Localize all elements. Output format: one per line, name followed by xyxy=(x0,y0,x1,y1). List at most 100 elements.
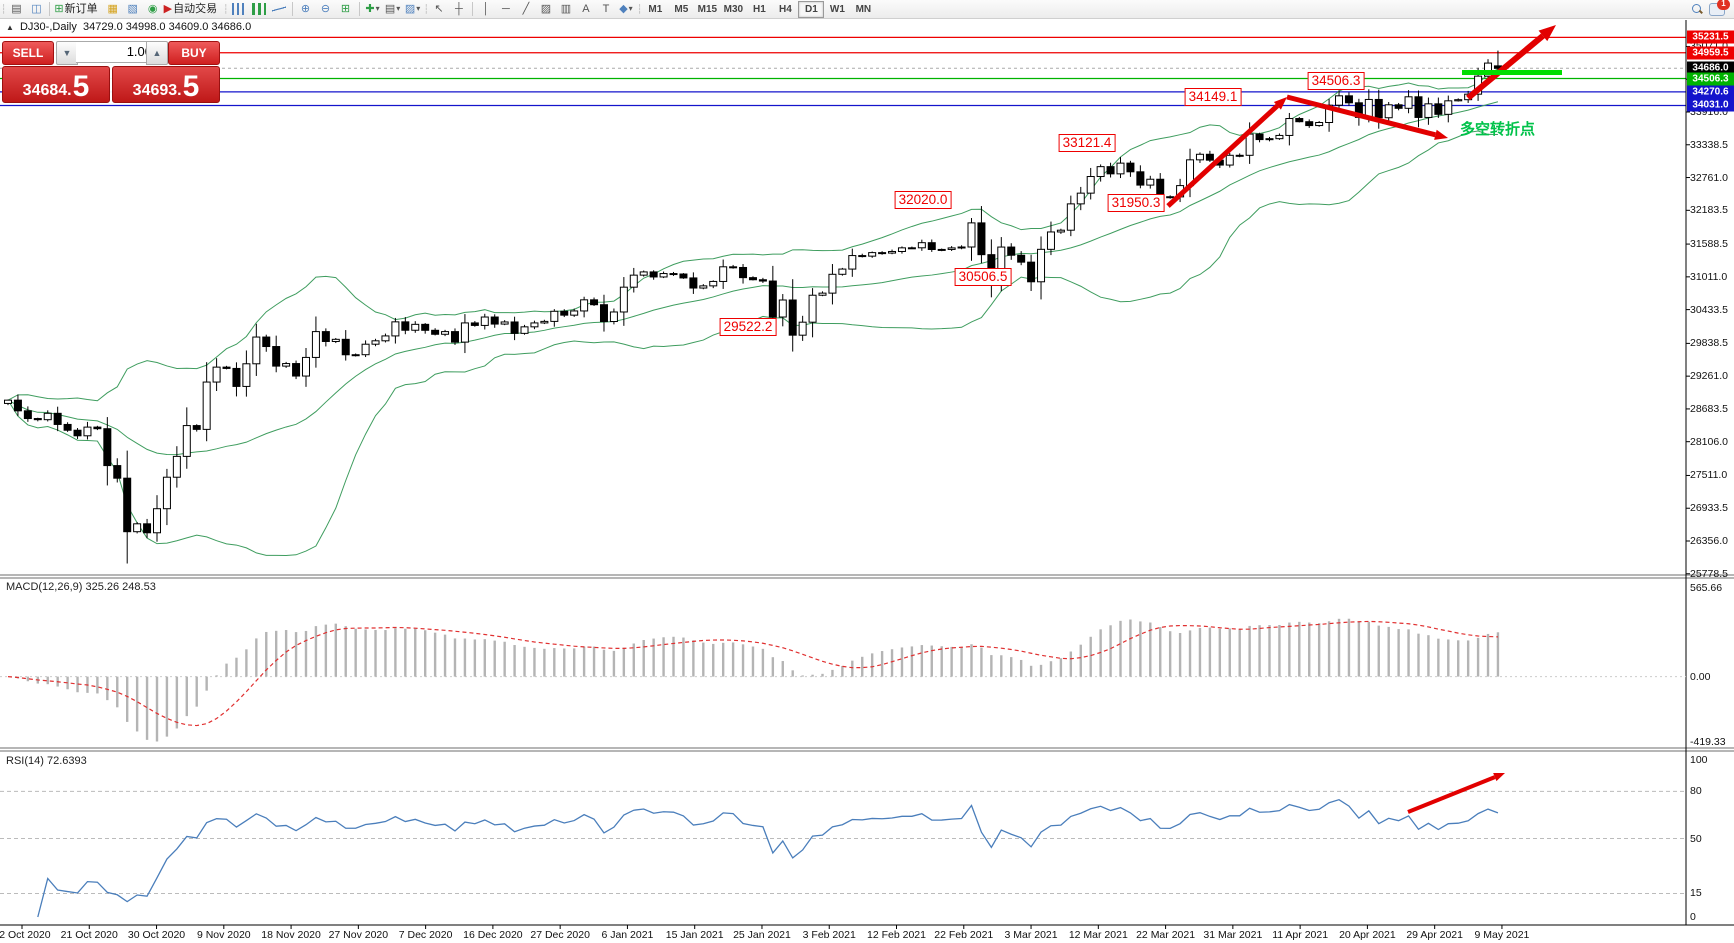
price-annotation-label[interactable]: 34506.3 xyxy=(1307,72,1365,90)
tf-h4-button[interactable]: H4 xyxy=(778,3,792,15)
tf-mn-button[interactable]: MN xyxy=(855,3,872,15)
date-label: 29 Apr 2021 xyxy=(1406,929,1463,941)
cursor-icon[interactable]: ↖ xyxy=(434,3,444,15)
tf-m30-button[interactable]: M30 xyxy=(723,3,744,15)
volume-input[interactable]: 1.00 xyxy=(76,41,158,63)
search-button[interactable] xyxy=(1688,1,1706,17)
charts-list-icon[interactable]: ▤ xyxy=(11,3,22,15)
crosshair-icon[interactable]: ┼ xyxy=(455,3,463,15)
sell-price-display[interactable]: 34684. 5 xyxy=(2,66,110,103)
templates-button[interactable]: ▤ ▾ xyxy=(384,3,401,15)
one-click-trading-panel: SELL ▼ 1.00 ▲ BUY 34684. 5 34693. 5 xyxy=(2,40,220,103)
price-annotation-label[interactable]: 31950.3 xyxy=(1107,194,1165,212)
fibonacci-icon[interactable]: ▥ xyxy=(560,3,572,15)
data-window-icon[interactable]: ◫ xyxy=(31,3,42,15)
equidistant-channel-icon[interactable]: ▨ xyxy=(540,3,552,15)
price-annotation-label[interactable]: 32020.0 xyxy=(894,191,952,209)
buy-button[interactable]: BUY xyxy=(168,41,220,65)
price-tick: 26356.0 xyxy=(1690,534,1728,547)
shapes-button[interactable]: ◆ ▾ xyxy=(619,3,633,15)
separator xyxy=(358,2,360,16)
horizontal-line-icon[interactable]: ─ xyxy=(502,3,510,15)
price-annotation-label[interactable]: 33121.4 xyxy=(1058,134,1116,152)
price-tick: 32183.5 xyxy=(1690,204,1728,217)
date-label: 16 Dec 2020 xyxy=(463,929,523,941)
price-annotation-label[interactable]: 29522.2 xyxy=(719,318,777,336)
price-tick: 29261.0 xyxy=(1690,370,1728,383)
zoom-out-icon[interactable]: ⊖ xyxy=(320,3,331,15)
tf-m15-button[interactable]: M15 xyxy=(697,3,718,15)
price-tick: 32761.0 xyxy=(1690,171,1728,184)
notifications-button[interactable]: 1 xyxy=(1708,0,1730,17)
price-tick: 31588.5 xyxy=(1690,238,1728,251)
tf-m5-button[interactable]: M5 xyxy=(674,3,689,15)
support-zone-bar[interactable] xyxy=(1462,70,1562,75)
price-tick: 28106.0 xyxy=(1690,435,1728,448)
date-label: 21 Oct 2020 xyxy=(60,929,118,941)
price-annotation-label[interactable]: 34149.1 xyxy=(1184,88,1242,106)
zoom-in-icon[interactable]: ⊕ xyxy=(300,3,311,15)
price-tag: 34959.5 xyxy=(1687,46,1734,60)
price-tick: 26933.5 xyxy=(1690,502,1728,515)
buy-price-display[interactable]: 34693. 5 xyxy=(112,66,220,103)
toolbar: ┆ ▤ ◫ ⊞ 新订单 ▦ ▧ ◉ ▶ 自动交易 ┆ ⊕ ⊖ ⊞ ✚ ▾ ▤ ▾ ▨… xyxy=(0,0,1734,19)
collapse-triangle-icon[interactable]: ▲ xyxy=(6,23,14,32)
price-tag: 34686.0 xyxy=(1687,61,1734,75)
pane-frames xyxy=(0,20,1734,926)
tf-d1-button[interactable]: D1 xyxy=(798,0,825,18)
rsi-label: RSI(14) 72.6393 xyxy=(6,755,87,767)
signals-icon[interactable]: ◉ xyxy=(147,3,158,15)
date-ticks xyxy=(21,45,1690,929)
tf-m1-button[interactable]: M1 xyxy=(648,3,663,15)
level-lines[interactable] xyxy=(0,36,1686,107)
tile-windows-icon[interactable]: ⊞ xyxy=(340,3,351,15)
bar-chart-icon[interactable] xyxy=(230,1,248,17)
date-label: 20 Apr 2021 xyxy=(1339,929,1396,941)
price-tick: 25778.5 xyxy=(1690,567,1728,580)
volume-decrease-button[interactable]: ▼ xyxy=(56,41,78,65)
market-watch-icon[interactable]: ▦ xyxy=(107,3,118,15)
toolbar-grip: ┆ xyxy=(1,3,7,14)
date-label: 27 Nov 2020 xyxy=(328,929,389,941)
macd-tick: 565.66 xyxy=(1690,582,1723,594)
volume-increase-button[interactable]: ▲ xyxy=(146,41,168,65)
price-tick: 29838.5 xyxy=(1690,337,1728,350)
date-label: 27 Dec 2020 xyxy=(530,929,590,941)
templates-icon: ▤ xyxy=(384,3,396,15)
text-tool-icon[interactable]: A xyxy=(582,3,590,15)
new-order-label: 新订单 xyxy=(64,3,98,15)
date-label: 7 Dec 2020 xyxy=(398,929,453,941)
sell-button[interactable]: SELL xyxy=(2,41,54,65)
tf-w1-button[interactable]: W1 xyxy=(829,3,845,15)
date-label: 22 Mar 2021 xyxy=(1136,929,1196,941)
vertical-line-icon[interactable]: │ xyxy=(482,3,490,15)
bull-bear-turning-point-note[interactable]: 多空转折点 xyxy=(1460,121,1536,138)
chart-title: ▲ DJ30-,Daily 34729.0 34998.0 34609.0 34… xyxy=(6,21,251,33)
date-label: 9 Nov 2020 xyxy=(196,929,251,941)
date-label: 30 Oct 2020 xyxy=(127,929,186,941)
profiles-icon: ▨ xyxy=(404,3,416,15)
candlestick-chart-icon[interactable] xyxy=(250,1,268,17)
date-label: 25 Jan 2021 xyxy=(733,929,791,941)
date-label: 9 May 2021 xyxy=(1474,929,1530,941)
indicators-button[interactable]: ✚ ▾ xyxy=(365,3,380,15)
rsi-indicator xyxy=(0,790,1686,918)
rsi-tick: 50 xyxy=(1690,832,1702,845)
tf-h1-button[interactable]: H1 xyxy=(752,3,766,15)
line-chart-icon[interactable] xyxy=(270,1,288,17)
notification-badge: 1 xyxy=(1717,0,1730,10)
autotrading-button[interactable]: ▶ 自动交易 xyxy=(164,1,221,17)
trendline-icon[interactable]: ╱ xyxy=(522,3,530,15)
new-order-button[interactable]: ⊞ 新订单 xyxy=(54,1,101,17)
text-label-icon[interactable]: T xyxy=(602,3,610,15)
price-tag: 34506.3 xyxy=(1687,72,1734,85)
price-annotation-label[interactable]: 30506.5 xyxy=(954,268,1012,286)
navigator-icon[interactable]: ▧ xyxy=(127,3,138,15)
macd-tick: 0.00 xyxy=(1690,671,1711,683)
chat-bubble-icon: 1 xyxy=(1709,0,1730,16)
price-tag: 34031.0 xyxy=(1687,98,1734,112)
profiles-button[interactable]: ▨ ▾ xyxy=(404,3,421,15)
trend-arrows[interactable] xyxy=(1166,25,1556,814)
